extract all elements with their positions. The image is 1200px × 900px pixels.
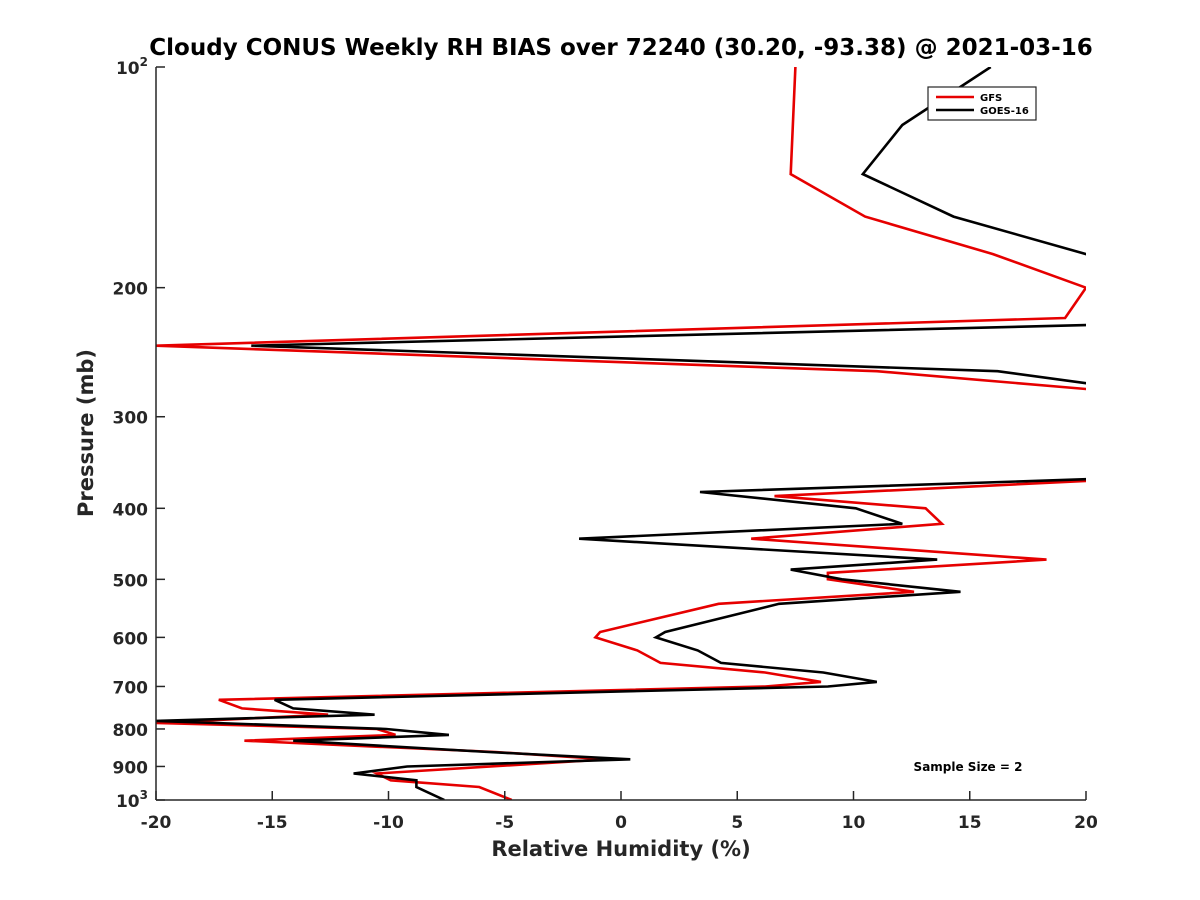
x-axis-ticks: -20 -15 -10 -5 0 5 10 15 20 bbox=[141, 791, 1098, 833]
y-tick-label: 400 bbox=[113, 500, 149, 520]
series-line-gfs bbox=[156, 67, 1086, 800]
y-tick-label: 200 bbox=[113, 280, 149, 300]
y-tick-label: 600 bbox=[113, 629, 149, 649]
x-tick-label: -20 bbox=[141, 813, 172, 833]
x-axis-label: Relative Humidity (%) bbox=[491, 837, 750, 861]
y-tick-label: 800 bbox=[113, 721, 149, 741]
legend: GFS GOES-16 bbox=[927, 86, 1037, 121]
sample-size-annotation: Sample Size = 2 bbox=[914, 760, 1023, 774]
y-tick-label: 900 bbox=[113, 758, 149, 778]
legend-label-goes16: GOES-16 bbox=[980, 106, 1029, 117]
y-tick-label: 500 bbox=[113, 571, 149, 591]
x-tick-label: -15 bbox=[257, 813, 288, 833]
x-tick-label: -10 bbox=[373, 813, 404, 833]
x-tick-label: 0 bbox=[615, 813, 627, 833]
x-tick-label: 15 bbox=[958, 813, 982, 833]
y-tick-label: 300 bbox=[113, 409, 149, 429]
legend-label-gfs: GFS bbox=[980, 93, 1002, 104]
legend-box bbox=[927, 86, 1037, 121]
series-line-goes16 bbox=[156, 67, 1086, 800]
y-axis-label: Pressure (mb) bbox=[74, 349, 98, 517]
x-tick-label: 5 bbox=[731, 813, 743, 833]
x-tick-label: 20 bbox=[1074, 813, 1098, 833]
x-tick-label: 10 bbox=[842, 813, 866, 833]
y-tick-label: 700 bbox=[113, 678, 149, 698]
series-layer bbox=[156, 67, 1086, 800]
chart-title: Cloudy CONUS Weekly RH BIAS over 72240 (… bbox=[149, 35, 1092, 61]
x-tick-label: -5 bbox=[495, 813, 514, 833]
